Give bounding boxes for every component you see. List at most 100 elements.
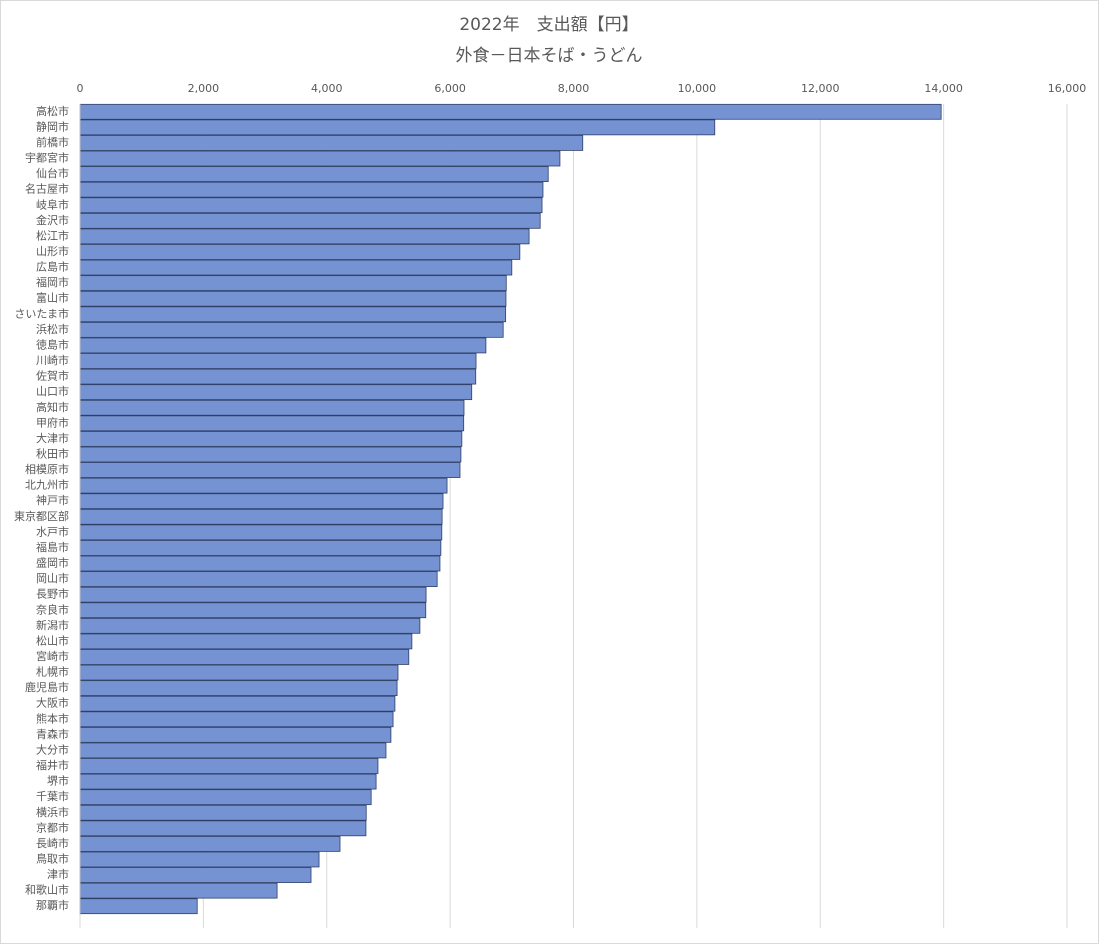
y-tick-label: 宇都宮市 <box>25 151 69 165</box>
chart-subtitle: 外食－日本そば・うどん <box>456 46 643 66</box>
y-tick-label: 津市 <box>47 867 69 881</box>
bar <box>79 228 530 245</box>
y-tick-label: 長崎市 <box>36 836 69 850</box>
x-tick-label: 4,000 <box>311 82 343 95</box>
bar <box>79 664 399 681</box>
y-tick-label: 松山市 <box>36 633 69 647</box>
bar <box>79 555 441 572</box>
y-tick-label: 福島市 <box>36 540 69 554</box>
y-tick-label: 北九州市 <box>25 478 69 492</box>
bar <box>79 353 477 369</box>
bar <box>79 119 716 136</box>
y-tick-label: 浜松市 <box>36 322 69 336</box>
bar <box>79 867 312 883</box>
bar <box>79 758 379 774</box>
bar <box>79 602 427 619</box>
y-tick-label: 高知市 <box>36 400 69 414</box>
bar <box>79 259 513 276</box>
bar <box>79 851 320 868</box>
bar <box>79 695 396 712</box>
bar <box>79 540 442 556</box>
y-tick-label: 川崎市 <box>36 353 69 367</box>
bar <box>79 431 463 447</box>
x-tick-label: 6,000 <box>434 82 466 95</box>
bar <box>79 836 341 852</box>
y-tick-label: 富山市 <box>36 291 69 305</box>
y-tick-label: 岐阜市 <box>36 197 69 211</box>
y-tick-label: 徳島市 <box>36 337 69 351</box>
bar <box>79 820 367 837</box>
y-tick-label: 金沢市 <box>36 213 69 227</box>
bar <box>79 804 367 821</box>
bar <box>79 617 421 634</box>
y-tick-label: 新潟市 <box>36 618 69 632</box>
x-tick-label: 10,000 <box>678 82 717 95</box>
chart-title: 2022年 支出額【円】 <box>459 15 638 35</box>
bar <box>79 571 438 587</box>
y-tick-label: 札幌市 <box>36 665 69 679</box>
bar <box>79 384 473 401</box>
bar <box>79 711 394 728</box>
bar <box>79 680 398 697</box>
x-tick-label: 0 <box>77 82 84 95</box>
y-tick-label: 水戸市 <box>36 524 69 538</box>
y-tick-label: 神戸市 <box>36 493 69 507</box>
y-tick-label: 熊本市 <box>36 711 69 725</box>
y-tick-label: 名古屋市 <box>25 182 69 196</box>
y-tick-label: 青森市 <box>36 727 69 741</box>
bar <box>79 773 377 790</box>
y-tick-label: 和歌山市 <box>25 883 69 897</box>
y-tick-label: 秋田市 <box>36 446 69 460</box>
bar <box>79 649 410 665</box>
y-tick-label: 京都市 <box>36 820 69 834</box>
bar <box>79 477 448 494</box>
bar <box>79 508 443 525</box>
y-tick-label: 大阪市 <box>36 696 69 710</box>
y-tick-label: 福井市 <box>36 758 69 772</box>
y-tick-label: 那覇市 <box>36 898 69 912</box>
x-tick-label: 12,000 <box>801 82 840 95</box>
y-tick-label: 佐賀市 <box>36 369 69 383</box>
y-tick-label: 奈良市 <box>36 602 69 616</box>
y-tick-label: 堺市 <box>47 774 69 788</box>
y-tick-label: 横浜市 <box>36 805 69 819</box>
bar <box>79 586 427 603</box>
x-tick-label: 14,000 <box>924 82 963 95</box>
bar <box>79 898 198 915</box>
bar <box>79 742 387 759</box>
bar <box>79 290 507 307</box>
x-tick-label: 2,000 <box>188 82 220 95</box>
bar <box>79 462 461 478</box>
y-tick-label: 大分市 <box>36 742 69 756</box>
bar <box>79 135 584 151</box>
bar <box>79 633 413 650</box>
y-tick-label: 静岡市 <box>36 119 69 133</box>
bar <box>79 150 561 167</box>
bar <box>79 321 504 338</box>
y-tick-label: 福岡市 <box>36 275 69 289</box>
bar <box>79 399 465 416</box>
y-tick-label: 鹿児島市 <box>25 680 69 694</box>
y-tick-label: 岡山市 <box>36 571 69 585</box>
bar <box>79 197 543 214</box>
bar <box>79 306 507 323</box>
bar <box>79 726 392 743</box>
bar <box>79 166 549 182</box>
y-tick-label: 高松市 <box>36 104 69 118</box>
bar <box>79 493 444 510</box>
bar <box>79 789 372 806</box>
y-tick-label: 山形市 <box>36 244 69 258</box>
y-tick-label: 相模原市 <box>25 462 69 476</box>
y-tick-label: 広島市 <box>36 260 69 274</box>
bar <box>79 275 507 292</box>
x-tick-label: 16,000 <box>1048 82 1087 95</box>
bar <box>79 212 541 229</box>
y-tick-label: 千葉市 <box>36 789 69 803</box>
y-tick-label: 東京都区部 <box>14 509 69 523</box>
y-tick-label: 宮崎市 <box>36 649 69 663</box>
bar <box>79 446 462 463</box>
y-tick-label: 松江市 <box>36 228 69 242</box>
y-tick-label: 長野市 <box>36 587 69 601</box>
bar <box>79 368 477 385</box>
